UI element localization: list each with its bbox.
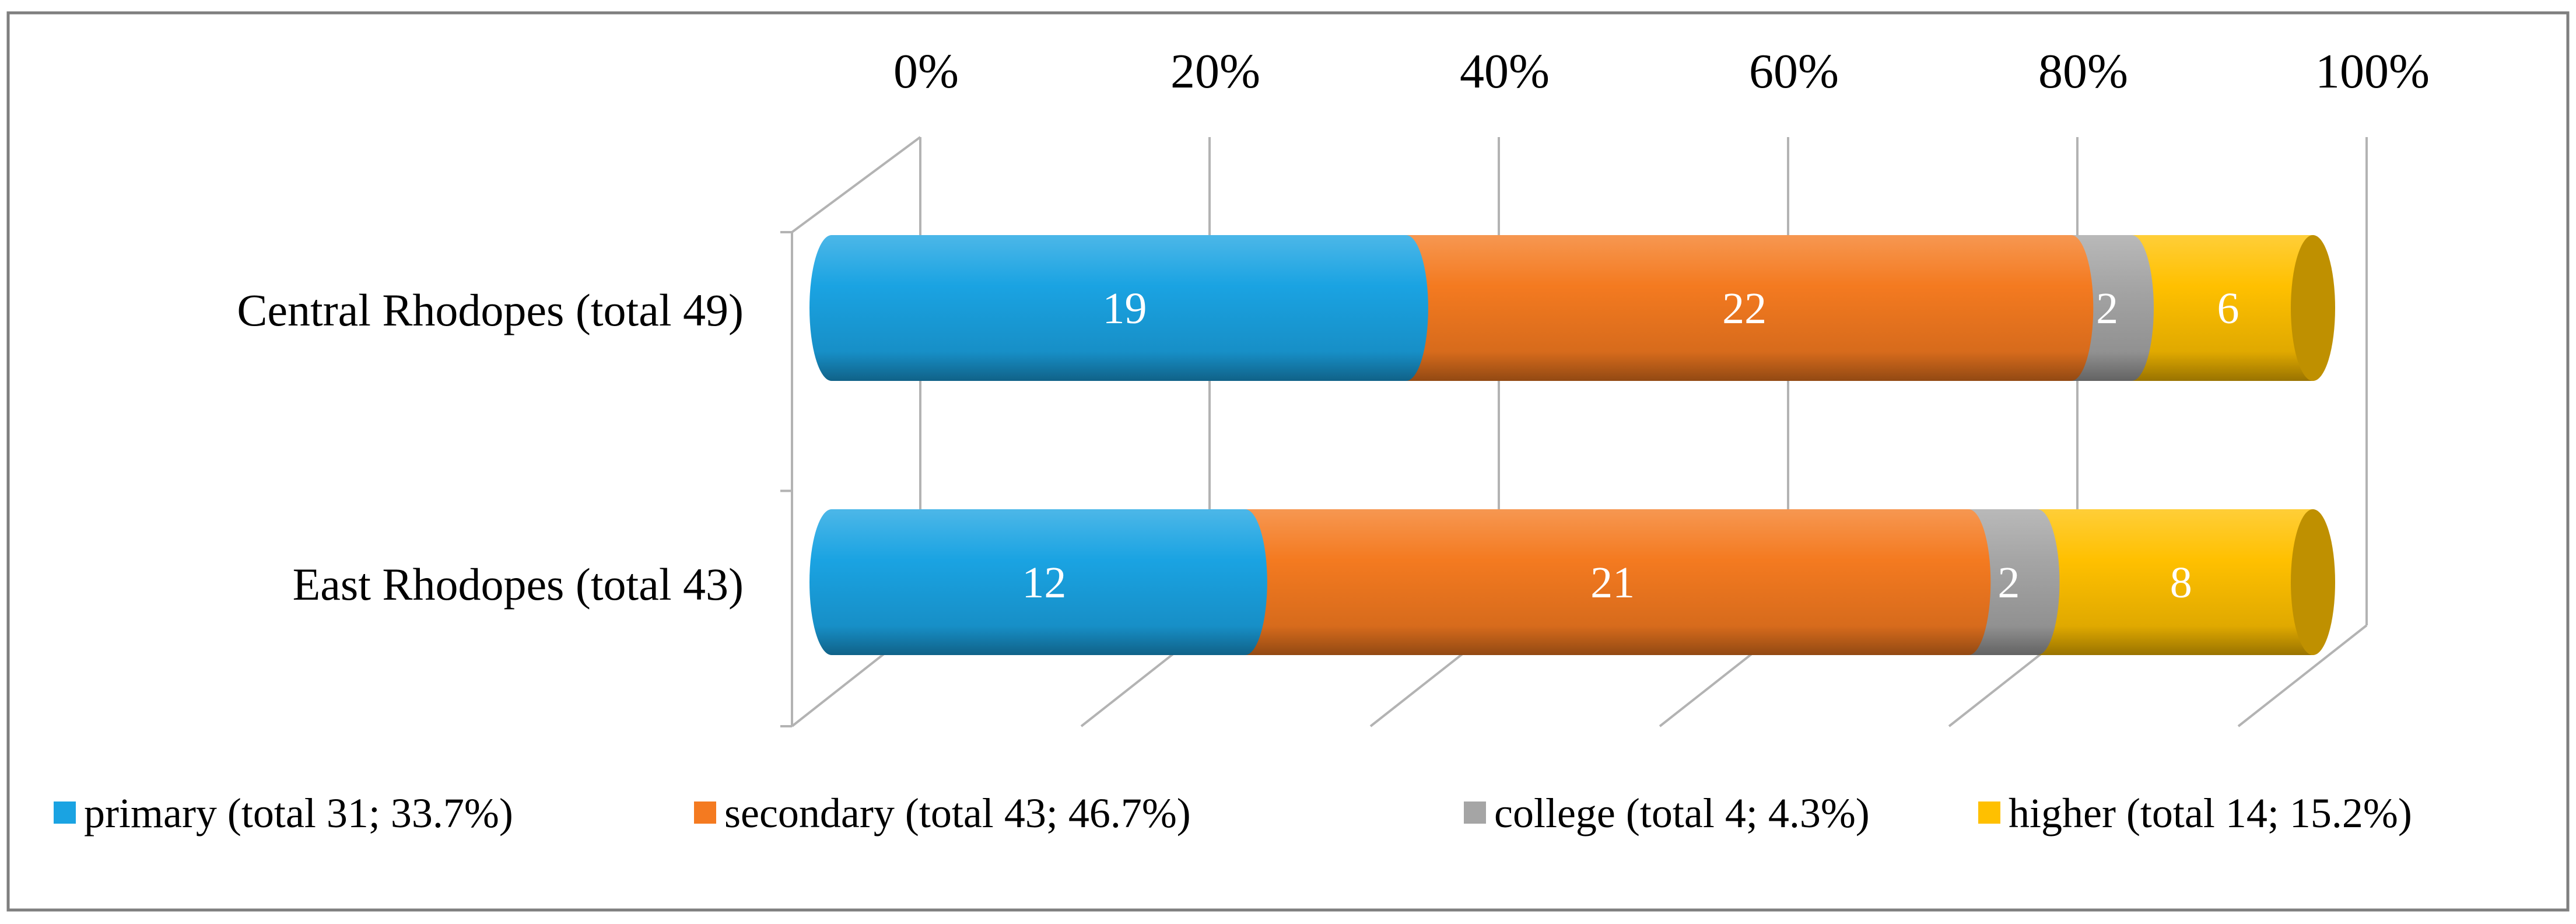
legend-label: secondary (total 43; 46.7%) — [724, 790, 1191, 836]
data-label: 2 — [2096, 284, 2118, 333]
segment-divider — [2015, 509, 2060, 655]
legend-swatch — [1978, 802, 2000, 824]
category-label: East Rhodopes (total 43) — [293, 559, 744, 610]
bar-segment — [832, 235, 1406, 381]
legend-swatch — [694, 802, 716, 824]
data-label: 12 — [1022, 558, 1066, 607]
legend-label: primary (total 31; 33.7%) — [84, 790, 513, 836]
x-tick-label: 80% — [2038, 44, 2128, 99]
segment-divider — [1222, 509, 1267, 655]
x-tick-label: 20% — [1170, 44, 1260, 99]
bar-segment — [1406, 235, 2072, 381]
segment-divider — [1383, 235, 1428, 381]
x-tick-label: 100% — [2315, 44, 2430, 99]
category-labels: Central Rhodopes (total 49) East Rhodopes… — [237, 285, 744, 610]
bar-end-face — [2291, 235, 2335, 381]
x-tick-label: 40% — [1460, 44, 1550, 99]
legend-swatch — [54, 802, 76, 824]
legend-label: college (total 4; 4.3%) — [1494, 790, 1870, 836]
wall-edge — [791, 136, 921, 233]
data-label: 2 — [1997, 558, 2020, 607]
chart-frame — [6, 11, 2570, 912]
bar-segment — [832, 509, 1245, 655]
bars: 19 22 2 612 21 2 8 — [809, 235, 2335, 655]
segment-divider — [2109, 235, 2154, 381]
bar-segment — [1245, 509, 1969, 655]
bar-segment — [2131, 235, 2313, 381]
data-label: 8 — [2170, 558, 2192, 607]
legend: primary (total 31; 33.7%) secondary (tota… — [54, 790, 2412, 836]
x-tick-label: 60% — [1749, 44, 1839, 99]
bar-end-face — [2291, 509, 2335, 655]
legend-label: higher (total 14; 15.2%) — [2009, 790, 2412, 836]
data-label: 21 — [1590, 558, 1635, 607]
segment-divider — [1946, 509, 1991, 655]
data-label: 19 — [1102, 284, 1147, 333]
floor-gridline — [2237, 624, 2368, 727]
data-label: 6 — [2217, 284, 2239, 333]
x-axis-ticks: 0% 20% 40% 60% 80% 100% — [893, 44, 2430, 99]
data-label: 22 — [1722, 284, 1767, 333]
legend-swatch — [1464, 802, 1486, 824]
segment-divider — [2049, 235, 2094, 381]
category-label: Central Rhodopes (total 49) — [237, 285, 744, 335]
bar-segment — [2037, 509, 2313, 655]
x-tick-label: 0% — [893, 44, 959, 99]
